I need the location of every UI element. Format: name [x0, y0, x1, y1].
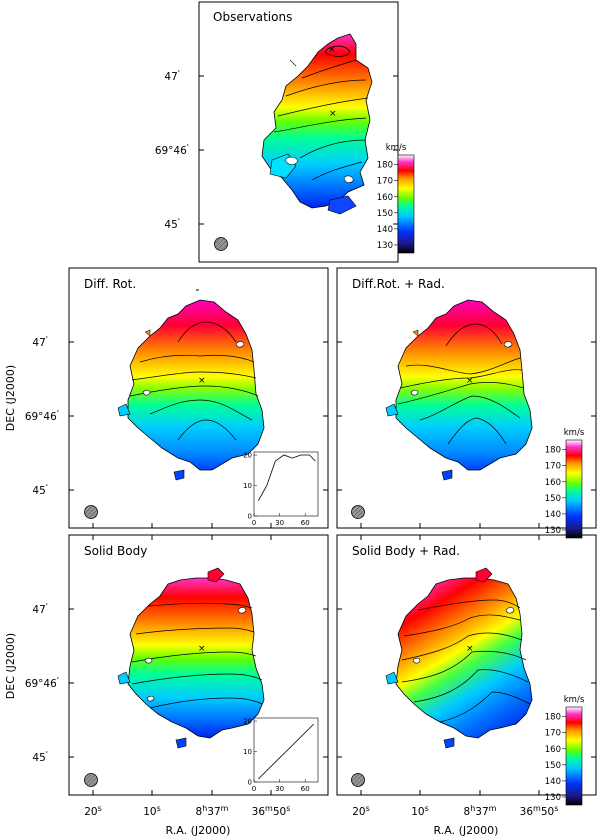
colorbar-tick-label: 150: [545, 761, 561, 771]
center-marker: ×: [328, 45, 336, 55]
dec-tick-label: 47': [32, 602, 48, 616]
colorbar-tick-label: 180: [377, 161, 393, 171]
dec-axis-label: DEC (J2000): [4, 633, 17, 699]
ra-axis-label: R.A. (J2000): [434, 824, 499, 837]
colorbar-tick-label: 160: [545, 478, 561, 488]
ra-axis-right: 20s 10s 8h37m 36m50s R.A. (J2000): [352, 804, 558, 837]
rotation-curve-line: [257, 454, 316, 501]
dec-tick-label: 45': [32, 750, 48, 764]
ra-tick-label: 10s: [411, 804, 429, 818]
ra-tick-label: 8h37m: [464, 804, 497, 818]
center-marker: ×: [329, 109, 337, 119]
rotation-curve-inset-diff: 0 30 60 0 10 20: [243, 452, 319, 527]
center-marker: ×: [198, 376, 206, 386]
dec-tick-label: 47': [32, 335, 48, 349]
dec-axis-observations: 47' 69°46' 45': [155, 69, 398, 231]
panel-title-diff-rot-rad: Diff.Rot. + Rad.: [352, 277, 445, 291]
rotation-curve-line: [258, 723, 314, 780]
inset-x-tick-label: 60: [301, 519, 310, 527]
ra-axis-left: 20s 10s 8h37m 36m50s R.A. (J2000): [84, 804, 290, 837]
dec-tick-label: 69°46': [155, 143, 189, 157]
colorbar-tick-label: 170: [377, 177, 393, 187]
colorbar-tick-label: 140: [545, 510, 561, 520]
colorbar-tick-label: 180: [545, 446, 561, 456]
colorbar-tick-label: 140: [377, 225, 393, 235]
center-marker: ×: [198, 644, 206, 654]
inset-y-tick-label: 0: [248, 779, 252, 787]
colorbar-tick-label: 130: [545, 793, 561, 803]
center-marker: ×: [466, 644, 474, 654]
panel-frame-diff-rot: [68, 267, 329, 529]
inset-x-tick-label: 30: [275, 519, 284, 527]
beam-symbol: [84, 773, 98, 787]
dec-tick-label: 47': [164, 69, 180, 83]
beam-symbol: [351, 773, 365, 787]
inset-x-tick-label: 60: [301, 785, 310, 793]
colorbar-unit: km/s: [564, 428, 585, 438]
colorbar-tick-label: 150: [377, 209, 393, 219]
panel-title-diff-rot: Diff. Rot.: [84, 277, 136, 291]
ra-tick-label: 20s: [352, 804, 370, 818]
ra-tick-label: 20s: [84, 804, 102, 818]
inset-y-tick-label: 0: [248, 513, 252, 521]
dec-tick-label: 69°46': [25, 409, 59, 423]
colorbar-tick-label: 130: [377, 241, 393, 251]
dec-tick-label: 45': [32, 483, 48, 497]
panel-frame-observations: [198, 1, 399, 263]
colorbar-unit: km/s: [564, 695, 585, 705]
inset-x-tick-label: 30: [275, 785, 284, 793]
panel-frame-diff-rot-rad: [336, 267, 597, 529]
panel-title-observations: Observations: [213, 10, 292, 24]
diff-rot-model-map: ×: [117, 289, 265, 481]
dec-tick-label: 69°46': [25, 676, 59, 690]
dec-tick-label: 45': [164, 217, 180, 231]
colorbar-tick-label: 170: [545, 462, 561, 472]
colorbar-tick-label: 140: [545, 777, 561, 787]
colorbar-tick-label: 180: [545, 713, 561, 723]
colorbar-tick-label: 130: [545, 526, 561, 536]
colorbar-observations: km/s 180 170 160 150 140 130: [377, 143, 415, 254]
beam-symbol: [351, 505, 365, 519]
solid-body-model-map: ×: [117, 567, 265, 749]
beam-symbol: [84, 505, 98, 519]
colorbar-solid-body-rad: km/s 180 170 160 150 140 130: [545, 695, 585, 806]
observations-velocity-map: × ×: [261, 33, 373, 215]
colorbar-tick-label: 160: [545, 745, 561, 755]
center-marker: ×: [466, 376, 474, 386]
panel-frame-solid-body: [68, 534, 329, 796]
inset-x-tick-label: 0: [252, 785, 256, 793]
colorbar-diff-rot-rad: km/s 180 170 160 150 140 130: [545, 428, 585, 539]
inset-y-tick-label: 20: [243, 452, 252, 460]
ra-tick-label: 8h37m: [196, 804, 229, 818]
diff-rot-rad-model-map: ×: [385, 299, 533, 481]
colorbar-tick-label: 150: [545, 494, 561, 504]
dec-axis-label: DEC (J2000): [4, 365, 17, 431]
inset-x-tick-label: 0: [252, 519, 256, 527]
inset-y-tick-label: 20: [243, 718, 252, 726]
ra-tick-label: 36m50s: [520, 804, 559, 818]
dec-axis-middle-row: 47' 69°46' 45' DEC (J2000): [4, 335, 59, 497]
panel-tick-marks: [69, 341, 596, 795]
colorbar-tick-label: 160: [377, 193, 393, 203]
colorbar-unit: km/s: [386, 143, 407, 153]
ra-tick-label: 36m50s: [252, 804, 291, 818]
dec-axis-bottom-row: 47' 69°46' 45' DEC (J2000): [4, 602, 59, 764]
panel-title-solid-body: Solid Body: [84, 544, 147, 558]
panel-title-solid-body-rad: Solid Body + Rad.: [352, 544, 460, 558]
inset-y-tick-label: 10: [243, 748, 252, 756]
beam-symbol: [214, 237, 228, 251]
solid-body-rad-model-map: ×: [385, 567, 533, 749]
ra-tick-label: 10s: [143, 804, 161, 818]
ra-axis-label: R.A. (J2000): [166, 824, 231, 837]
inset-y-tick-label: 10: [243, 482, 252, 490]
panel-frame-solid-body-rad: [336, 534, 597, 796]
colorbar-tick-label: 170: [545, 729, 561, 739]
rotation-curve-inset-solid: 0 30 60 0 10 20: [243, 718, 319, 793]
